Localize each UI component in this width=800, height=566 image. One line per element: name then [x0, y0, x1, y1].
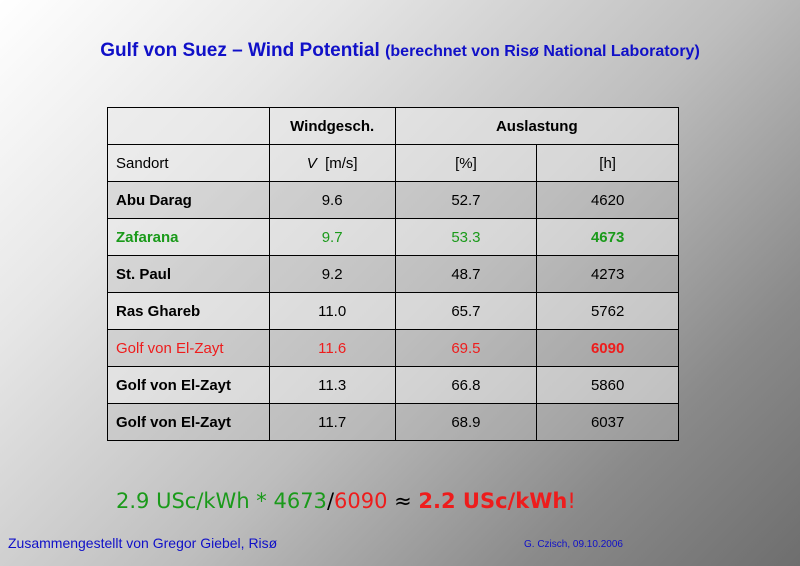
formula-approx: ≈ — [387, 489, 419, 513]
table-row: Zafarana 9.7 53.3 4673 — [107, 218, 679, 256]
table-row: Abu Darag 9.6 52.7 4620 — [107, 181, 679, 219]
row-percent: 48.7 — [394, 255, 538, 293]
table-row: Golf von El-Zayt 11.7 68.9 6037 — [107, 403, 679, 441]
row-name: Ras Ghareb — [107, 292, 270, 330]
row-hours: 4673 — [536, 218, 679, 256]
title-subtitle: (berechnet von Risø National Laboratory) — [385, 43, 700, 60]
header-windgesch: Windgesch. — [268, 107, 396, 145]
header-auslastung: Auslastung — [394, 107, 680, 145]
row-hours: 5762 — [536, 292, 679, 330]
header-empty-cell — [107, 107, 270, 145]
formula-slash: / — [326, 489, 335, 513]
formula-result: 2.2 USc/kWh — [418, 489, 568, 513]
header-percent: [%] — [394, 144, 538, 182]
row-name: Golf von El-Zayt — [107, 403, 270, 441]
row-speed: 9.2 — [268, 255, 396, 293]
formula-part2: 6090 — [334, 489, 388, 513]
row-speed: 11.0 — [268, 292, 396, 330]
row-hours: 4620 — [536, 181, 679, 219]
row-speed: 11.7 — [268, 403, 396, 441]
row-speed: 11.3 — [268, 366, 396, 404]
table-row: Golf von El-Zayt 11.6 69.5 6090 — [107, 329, 679, 367]
slide-title: Gulf von Suez – Wind Potential (berechne… — [0, 40, 800, 62]
table-header-row-2: Sandort V [m/s] [%] [h] — [107, 144, 679, 182]
row-percent: 53.3 — [394, 218, 538, 256]
row-name: Zafarana — [107, 218, 270, 256]
formula-bang: ! — [567, 489, 576, 513]
title-main: Gulf von Suez – Wind Potential — [100, 40, 380, 61]
header-sandort: Sandort — [107, 144, 270, 182]
header-hours: [h] — [536, 144, 679, 182]
table-row: Golf von El-Zayt 11.3 66.8 5860 — [107, 366, 679, 404]
header-speed-unit: V [m/s] — [268, 144, 396, 182]
row-name: Golf von El-Zayt — [107, 366, 270, 404]
footer-credit: Zusammengestellt von Gregor Giebel, Risø — [8, 535, 278, 551]
cost-formula: 2.9 USc/kWh * 4673/6090 ≈ 2.2 USc/kWh! — [116, 489, 576, 513]
formula-part1: 2.9 USc/kWh * 4673 — [116, 489, 327, 513]
row-percent: 69.5 — [394, 329, 538, 367]
row-hours: 5860 — [536, 366, 679, 404]
footer-author: G. Czisch, 09.10.2006 — [524, 539, 623, 550]
row-name: Golf von El-Zayt — [107, 329, 270, 367]
row-name: Abu Darag — [107, 181, 270, 219]
row-name: St. Paul — [107, 255, 270, 293]
row-speed: 11.6 — [268, 329, 396, 367]
table-row: St. Paul 9.2 48.7 4273 — [107, 255, 679, 293]
wind-potential-table: Windgesch. Auslastung Sandort V [m/s] [%… — [107, 107, 680, 441]
table-header-row-1: Windgesch. Auslastung — [107, 107, 680, 145]
header-v-unit: [m/s] — [325, 154, 358, 172]
row-speed: 9.7 — [268, 218, 396, 256]
row-hours: 6090 — [536, 329, 679, 367]
row-percent: 52.7 — [394, 181, 538, 219]
table-row: Ras Ghareb 11.0 65.7 5762 — [107, 292, 679, 330]
row-hours: 4273 — [536, 255, 679, 293]
row-percent: 68.9 — [394, 403, 538, 441]
row-speed: 9.6 — [268, 181, 396, 219]
header-v-symbol: V — [306, 154, 317, 172]
row-hours: 6037 — [536, 403, 679, 441]
row-percent: 65.7 — [394, 292, 538, 330]
row-percent: 66.8 — [394, 366, 538, 404]
